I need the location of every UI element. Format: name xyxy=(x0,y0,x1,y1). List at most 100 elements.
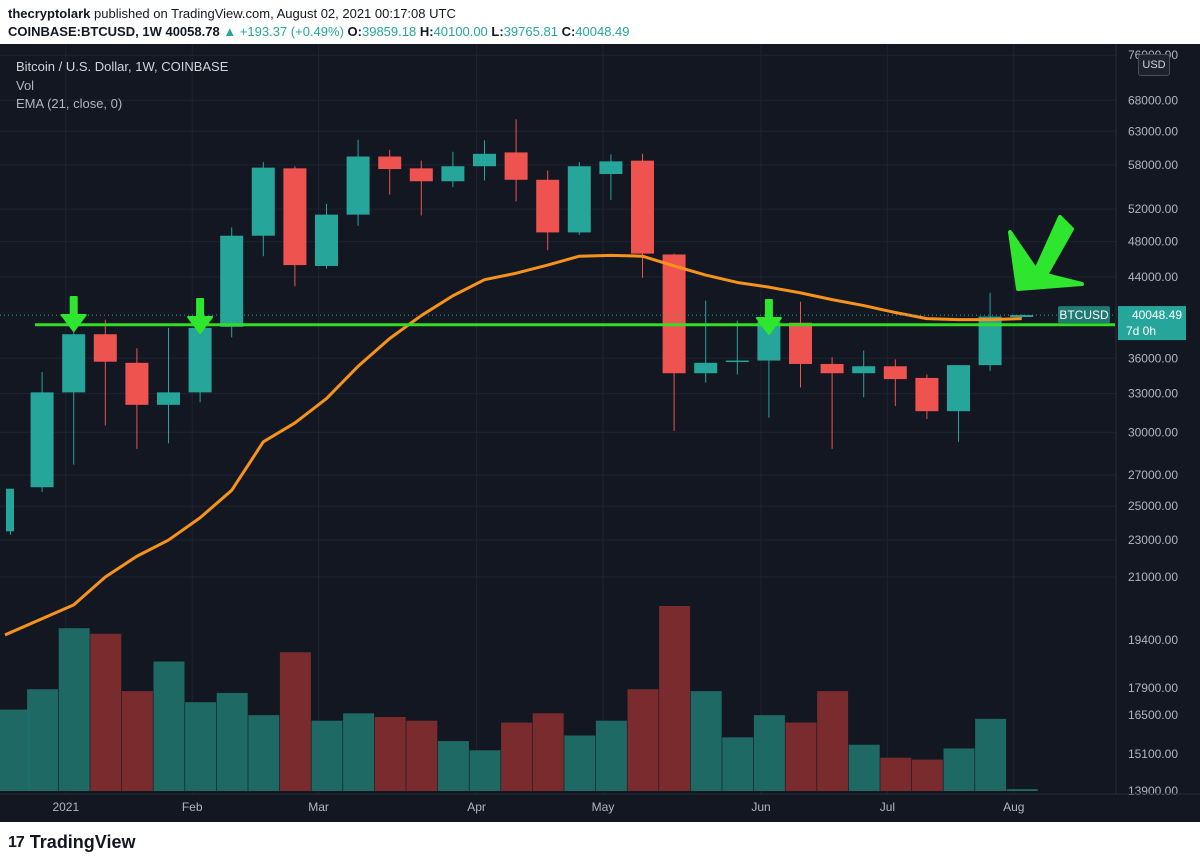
ema-line xyxy=(4,253,1022,637)
price-tick-label: 33000.00 xyxy=(1128,387,1178,401)
price-tick-label: 68000.00 xyxy=(1128,93,1178,107)
candle-body xyxy=(441,166,465,182)
symbol-interval: COINBASE:BTCUSD, 1W xyxy=(8,24,162,39)
down-arrow-icon xyxy=(60,296,87,332)
price-tick-label: 44000.00 xyxy=(1128,270,1178,284)
candle-body xyxy=(504,152,528,180)
volume-bar xyxy=(627,689,659,791)
volume-bar xyxy=(659,606,691,791)
price-axis: 76000.0068000.0063000.0058000.0052000.00… xyxy=(1058,44,1186,798)
candle-body xyxy=(820,363,844,374)
time-tick-label: Mar xyxy=(308,800,329,814)
price-tick-label: 23000.00 xyxy=(1128,533,1178,547)
down-arrow-icon xyxy=(755,299,782,335)
volume-bar xyxy=(279,652,311,791)
volume-bar xyxy=(532,713,564,791)
currency-button[interactable]: USD xyxy=(1138,54,1170,76)
close-value: 40048.49 xyxy=(575,24,630,39)
open-label: O: xyxy=(347,24,362,39)
change-value: +193.37 (+0.49%) xyxy=(239,24,344,39)
price-tag-symbol: BTCUSD xyxy=(1059,308,1109,322)
arrow-annotation-2 xyxy=(187,298,214,334)
legend-vol[interactable]: Vol xyxy=(16,77,35,93)
chart-legend: Bitcoin / U.S. Dollar, 1W, COINBASE Vol … xyxy=(16,58,228,114)
price-tick-label: 48000.00 xyxy=(1128,235,1178,249)
tradingview-brand[interactable]: 17 TradingView xyxy=(8,832,136,853)
volume-bar xyxy=(248,715,280,791)
volume-bar xyxy=(437,741,469,791)
candle-body xyxy=(93,334,117,362)
candle-body xyxy=(409,168,433,182)
volume-bar xyxy=(690,691,722,791)
candle-body xyxy=(725,360,749,363)
candle-body xyxy=(883,366,907,380)
volume-bar xyxy=(564,735,596,791)
low-value: 39765.81 xyxy=(503,24,558,39)
volume-bar xyxy=(58,628,90,791)
legend-ema[interactable]: EMA (21, close, 0) xyxy=(16,96,123,111)
candle-body xyxy=(346,156,370,215)
volume-bar xyxy=(27,689,59,791)
down-arrow-icon xyxy=(187,298,214,334)
time-tick-label: 2021 xyxy=(52,800,79,814)
volume-bar xyxy=(848,744,880,791)
arrow-annotation-1 xyxy=(60,296,87,332)
time-tick-label: Jun xyxy=(751,800,770,814)
volume-tick-label: 16500.00 xyxy=(1128,708,1178,722)
price-tick-label: 63000.00 xyxy=(1128,124,1178,138)
candle-body xyxy=(757,321,781,361)
candle-body xyxy=(30,392,54,488)
volume-bar xyxy=(501,722,533,791)
price-tick-label: 36000.00 xyxy=(1128,351,1178,365)
volume-bar xyxy=(121,691,153,791)
candle-body xyxy=(789,322,812,364)
change-arrow-icon: ▲ xyxy=(223,24,237,39)
volume-bar xyxy=(216,692,248,791)
volume-bar xyxy=(343,713,375,791)
price-tag-bg xyxy=(1118,306,1186,341)
volume-bar xyxy=(753,715,785,791)
price-tick-label: 21000.00 xyxy=(1128,570,1178,584)
last-price: 40058.78 xyxy=(165,24,220,39)
time-tick-label: Apr xyxy=(467,800,486,814)
candle-body xyxy=(378,156,402,170)
price-tag-countdown: 7d 0h xyxy=(1126,324,1156,338)
arrow-annotation-big xyxy=(1008,215,1084,291)
candle-body xyxy=(62,334,86,393)
time-tick-label: May xyxy=(592,800,615,814)
volume-bar xyxy=(0,709,31,791)
candle-body xyxy=(315,214,338,266)
tradingview-logo-icon: 17 xyxy=(8,833,25,851)
candle-body xyxy=(915,377,939,412)
volume-bar xyxy=(943,748,975,791)
volume-bar xyxy=(374,717,406,791)
candle-body xyxy=(157,392,180,405)
candle-body xyxy=(251,167,275,236)
legend-title[interactable]: Bitcoin / U.S. Dollar, 1W, COINBASE xyxy=(16,59,229,74)
arrow-annotation-3 xyxy=(755,299,782,335)
candle-body xyxy=(852,366,876,374)
open-value: 39859.18 xyxy=(361,24,417,39)
volume-bar xyxy=(975,718,1007,791)
brand-name: TradingView xyxy=(29,832,136,852)
candle-body xyxy=(978,316,1002,366)
footer: 17 TradingView xyxy=(0,822,1200,862)
close-label: C: xyxy=(561,24,576,39)
volume-tick-label: 19400.00 xyxy=(1128,633,1178,647)
candle-body xyxy=(220,235,244,327)
high-value: 40100.00 xyxy=(433,24,488,39)
volume-tick-label: 13900.00 xyxy=(1128,784,1178,798)
price-tick-label: 52000.00 xyxy=(1128,202,1178,216)
author-name[interactable]: thecryptolark xyxy=(8,6,91,21)
candles xyxy=(6,119,1034,535)
volume-bar xyxy=(595,720,627,791)
volume-bars xyxy=(0,606,1038,791)
candle-body xyxy=(188,327,212,393)
candle-body xyxy=(6,488,14,532)
volume-bar xyxy=(406,720,438,791)
volume-bar xyxy=(185,702,217,791)
volume-bar xyxy=(90,633,122,791)
candle-body xyxy=(473,153,496,167)
chart-canvas[interactable]: 76000.0068000.0063000.0058000.0052000.00… xyxy=(0,44,1200,822)
candle-body xyxy=(283,168,307,266)
